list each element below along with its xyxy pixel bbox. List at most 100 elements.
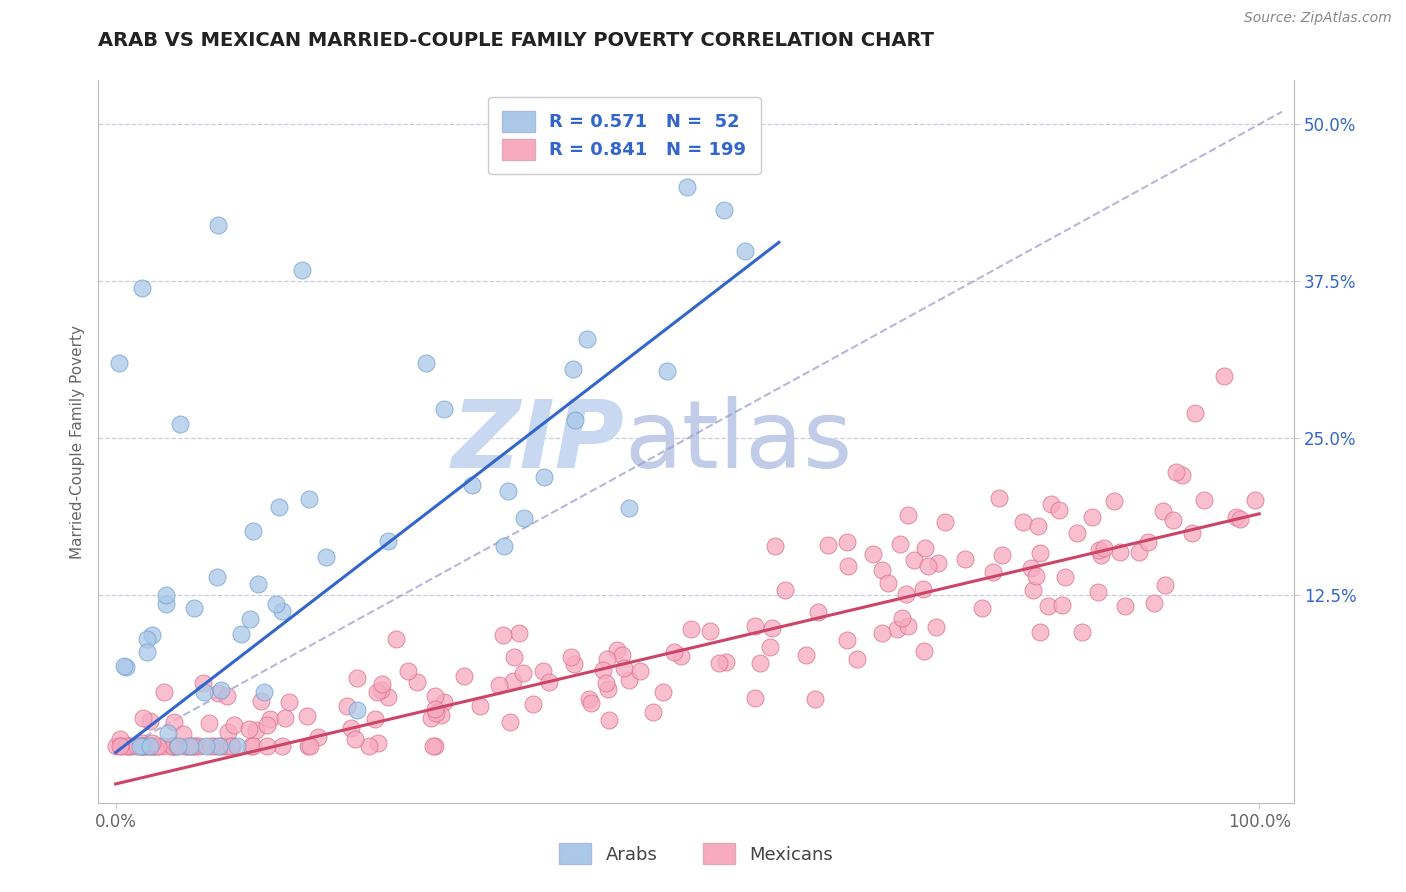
Point — [242, 524, 264, 538]
Point — [423, 690, 446, 704]
Point — [531, 665, 554, 679]
Point — [110, 739, 132, 754]
Point — [970, 600, 993, 615]
Point — [676, 180, 699, 194]
Point — [576, 333, 599, 347]
Point — [592, 663, 614, 677]
Point — [1040, 498, 1063, 512]
Point — [183, 601, 205, 615]
Point — [239, 612, 262, 626]
Point — [533, 470, 555, 484]
Point — [114, 660, 136, 674]
Point — [191, 676, 214, 690]
Point — [1104, 494, 1126, 508]
Point — [1090, 549, 1112, 563]
Point — [630, 664, 652, 678]
Point — [522, 698, 544, 712]
Point — [307, 730, 329, 744]
Point — [346, 671, 368, 685]
Point — [1114, 599, 1136, 613]
Point — [134, 739, 156, 754]
Point — [315, 549, 337, 564]
Point — [699, 624, 721, 638]
Point — [494, 539, 516, 553]
Point — [112, 659, 135, 673]
Point — [219, 739, 242, 754]
Point — [125, 739, 148, 754]
Y-axis label: Married-Couple Family Poverty: Married-Couple Family Poverty — [69, 325, 84, 558]
Point — [927, 556, 949, 570]
Point — [267, 500, 290, 515]
Point — [240, 739, 263, 754]
Point — [537, 675, 560, 690]
Point — [1163, 513, 1185, 527]
Point — [897, 508, 920, 523]
Point — [221, 739, 243, 754]
Point — [1152, 504, 1174, 518]
Point — [894, 587, 917, 601]
Point — [1025, 569, 1047, 583]
Point — [155, 597, 177, 611]
Point — [499, 714, 522, 729]
Point — [817, 538, 839, 552]
Point — [181, 739, 204, 754]
Point — [132, 739, 155, 754]
Point — [1225, 509, 1247, 524]
Point — [955, 552, 977, 566]
Point — [297, 709, 319, 723]
Point — [357, 739, 380, 754]
Point — [761, 621, 783, 635]
Point — [765, 539, 787, 553]
Point — [596, 652, 619, 666]
Point — [837, 559, 859, 574]
Point — [245, 723, 267, 738]
Point — [1192, 492, 1215, 507]
Point — [657, 364, 679, 378]
Point — [152, 739, 174, 754]
Point — [877, 575, 900, 590]
Point — [247, 577, 270, 591]
Point — [508, 626, 530, 640]
Point — [121, 739, 143, 754]
Point — [1047, 502, 1070, 516]
Point — [163, 739, 186, 754]
Point — [207, 686, 229, 700]
Point — [578, 692, 600, 706]
Point — [141, 736, 163, 750]
Point — [155, 588, 177, 602]
Point — [835, 632, 858, 647]
Point — [146, 739, 169, 754]
Point — [744, 690, 766, 705]
Point — [177, 739, 200, 754]
Point — [425, 702, 447, 716]
Point — [662, 645, 685, 659]
Point — [579, 696, 602, 710]
Point — [1066, 526, 1088, 541]
Point — [193, 685, 215, 699]
Point — [259, 712, 281, 726]
Point — [415, 356, 437, 370]
Point — [364, 712, 387, 726]
Point — [917, 559, 939, 574]
Point — [202, 739, 225, 754]
Point — [110, 739, 132, 754]
Point — [205, 569, 228, 583]
Point — [835, 535, 858, 549]
Point — [423, 739, 446, 754]
Point — [200, 739, 222, 754]
Point — [679, 622, 702, 636]
Point — [889, 537, 911, 551]
Point — [136, 739, 159, 754]
Point — [166, 739, 188, 754]
Point — [914, 541, 936, 556]
Point — [226, 739, 249, 754]
Point — [912, 644, 935, 658]
Point — [924, 619, 946, 633]
Point — [208, 739, 231, 754]
Point — [194, 739, 217, 753]
Point — [340, 721, 363, 735]
Point — [250, 694, 273, 708]
Point — [714, 655, 737, 669]
Point — [1022, 582, 1045, 597]
Point — [108, 732, 131, 747]
